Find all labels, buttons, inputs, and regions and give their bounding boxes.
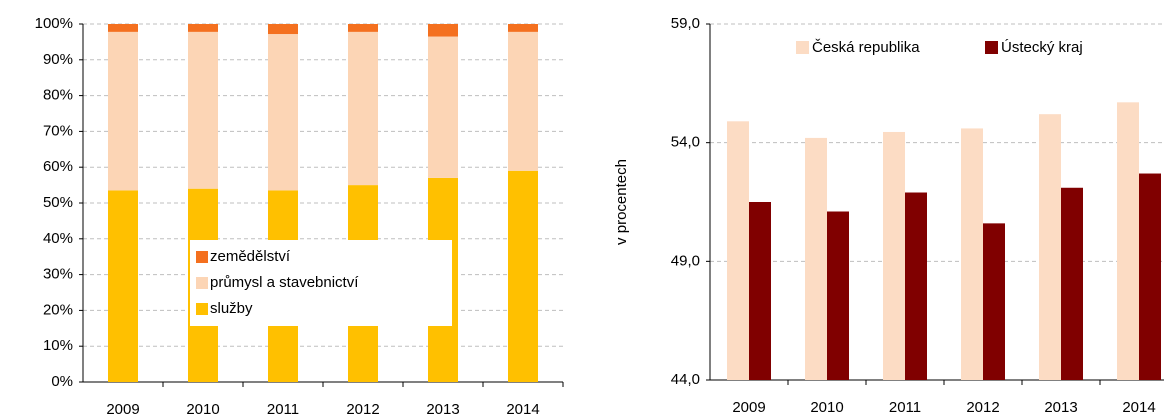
x-tick-label: 2011 xyxy=(889,399,921,416)
bar xyxy=(805,137,827,380)
legend-swatch xyxy=(196,303,208,315)
bar-segment xyxy=(108,24,138,32)
bar xyxy=(1061,187,1083,380)
bar xyxy=(883,131,905,380)
y-tick-label: 0% xyxy=(51,373,73,390)
bar xyxy=(1139,173,1161,380)
y-tick-label: 50% xyxy=(43,194,73,211)
bar-segment xyxy=(428,36,458,178)
y-tick-label: 44,0 xyxy=(671,371,700,388)
bar xyxy=(827,211,849,380)
y-tick-label: 90% xyxy=(43,51,73,68)
y-tick-label: 60% xyxy=(43,158,73,175)
bar xyxy=(727,121,749,380)
legend-swatch xyxy=(985,41,998,54)
bar xyxy=(905,192,927,380)
bar-segment xyxy=(348,24,378,32)
bar xyxy=(1117,102,1139,380)
y-tick-label: 49,0 xyxy=(671,252,700,269)
y-tick-label: 70% xyxy=(43,122,73,139)
legend-swatch xyxy=(196,277,208,289)
x-tick-label: 2010 xyxy=(186,401,219,418)
bar-segment xyxy=(188,24,218,32)
bar xyxy=(961,128,983,380)
legend-label: Česká republika xyxy=(812,39,920,56)
x-tick-label: 2009 xyxy=(732,399,765,416)
legend-label: zemědělství xyxy=(210,248,291,265)
legend-label: služby xyxy=(210,300,253,317)
y-axis-label: v procentech xyxy=(613,159,630,245)
x-tick-label: 2012 xyxy=(346,401,379,418)
x-tick-label: 2013 xyxy=(1044,399,1077,416)
y-tick-label: 30% xyxy=(43,266,73,283)
y-tick-label: 40% xyxy=(43,230,73,247)
y-tick-label: 54,0 xyxy=(671,134,700,151)
bar-segment xyxy=(268,24,298,35)
bar xyxy=(749,202,771,380)
bar-segment xyxy=(508,31,538,171)
bar-segment xyxy=(108,190,138,382)
bar xyxy=(1039,114,1061,380)
legend-box xyxy=(190,240,452,326)
x-tick-label: 2010 xyxy=(810,399,843,416)
bar-segment xyxy=(108,31,138,191)
y-tick-label: 59,0 xyxy=(671,15,700,32)
bar-segment xyxy=(348,31,378,186)
y-tick-label: 100% xyxy=(35,15,73,32)
bar-segment xyxy=(428,24,458,37)
legend-label: průmysl a stavebnictví xyxy=(210,274,359,291)
legend-label: Ústecký kraj xyxy=(1001,39,1083,56)
bar-segment xyxy=(508,170,538,382)
bar-segment xyxy=(268,34,298,191)
x-tick-label: 2014 xyxy=(506,401,539,418)
x-tick-label: 2014 xyxy=(1122,399,1155,416)
bar xyxy=(983,223,1005,380)
bar-segment xyxy=(188,31,218,189)
y-tick-label: 80% xyxy=(43,87,73,104)
legend-swatch xyxy=(796,41,809,54)
x-tick-label: 2013 xyxy=(426,401,459,418)
legend-swatch xyxy=(196,251,208,263)
x-tick-label: 2011 xyxy=(267,401,299,418)
x-tick-label: 2009 xyxy=(106,401,139,418)
bar-segment xyxy=(508,24,538,32)
y-tick-label: 10% xyxy=(43,337,73,354)
x-tick-label: 2012 xyxy=(966,399,999,416)
y-tick-label: 20% xyxy=(43,301,73,318)
